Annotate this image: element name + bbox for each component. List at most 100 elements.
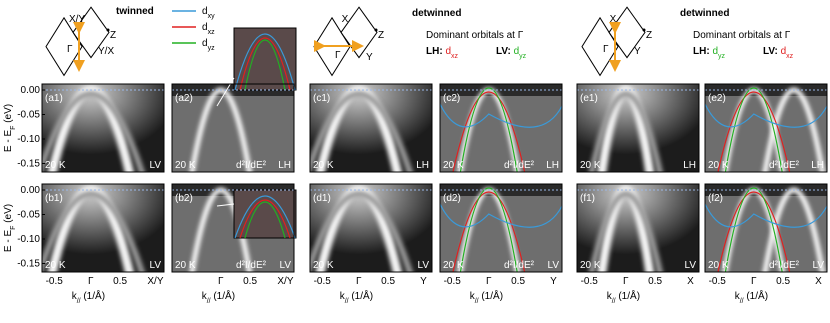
dominant-item: LH: dyz [693,46,726,60]
panel-id: (c1) [313,93,330,104]
x-tick-label: Γ [623,276,629,287]
x-tick-label: 0.5 [648,276,662,287]
panel-frame [704,183,828,273]
panel: (b1) 20 K LV 0.00 -0.05 -0.10 -0.15E - EF (eV)… [3,183,165,305]
panel-id: (d2) [443,193,461,204]
band [42,91,145,172]
band [588,191,663,272]
bz-label: Γ [67,44,73,55]
panel: (b2) 20 K d²I/dE² LV Γ 0.5 X/Y k// (1/Å) [171,183,297,305]
bz-label: Y [366,52,373,63]
x-tick-label: -0.5 [46,276,64,287]
x-tick-label: -0.5 [709,276,727,287]
panel-id: (f2) [708,193,723,204]
panel-id: (a1) [45,93,63,104]
orbital-curve [452,191,526,272]
x-axis-label: k// (1/Å) [607,289,640,305]
x-tick-label: X/Y [147,276,163,287]
panel-pol: LV [280,260,292,271]
x-tick-label: Γ [751,276,757,287]
orbital-curve [459,87,518,172]
panel: (f2) 20 K d²I/dE² LV -0.5 Γ 0.5 Xk// (1/Å) [704,183,828,305]
orbital-curve [440,103,562,128]
legend-base: d [202,6,208,17]
panel-frame [576,83,700,173]
y-axis-label-rest: (eV) [3,104,14,126]
panel: (d1) 20 K LV -0.5 Γ 0.5 Yk// (1/Å) [309,183,433,305]
zoom-arrow [216,77,235,107]
x-tick-label: 0.5 [381,276,395,287]
panel: (e2) 20 K d²I/dE² LH [704,83,828,173]
x-axis-label-rest: (1/Å) [616,289,640,302]
legend-sub: xz [208,29,216,36]
x-tick-label: Γ [356,276,362,287]
y-tick-label: -0.10 [17,134,40,145]
panel-frame [439,183,563,273]
zoom-inset [233,27,297,91]
x-axis-label-rest: (1/Å) [349,289,373,302]
panel-pol: LV [150,160,162,171]
x-axis-label-sub: // [77,298,81,305]
inset-title: detwinned [680,8,729,19]
orbital-curve [239,199,291,239]
panel-temp: 20 K [708,160,729,171]
x-axis-label-sub: // [345,298,349,305]
panel-pol: LV [813,260,825,271]
y-axis-label-base: E - E [3,230,14,253]
x-axis-label-base: k [202,291,208,302]
orbital-curve [705,203,827,228]
x-axis-label-sub: // [475,298,479,305]
x-tick-label: 0.5 [511,276,525,287]
zoom-inset [233,189,297,239]
band [310,191,413,272]
panel-temp: 20 K [175,160,196,171]
panel-pol: LH [278,160,291,171]
panel-id: (a2) [175,93,193,104]
x-axis-label-rest: (1/Å) [744,289,768,302]
orbital-curve [459,187,518,272]
pol-label: LV: [763,46,778,57]
y-tick-label: -0.15 [17,259,40,270]
x-axis-label: k// (1/Å) [340,289,373,305]
orbital-sub: xz [786,53,794,60]
bz-label: Y [634,46,641,57]
panel-extra: d²I/dE² [504,160,535,171]
x-axis-label-rest: (1/Å) [211,289,235,302]
panel: (c2) 20 K d²I/dE² LH [439,83,563,173]
panel-extra: d²I/dE² [236,160,267,171]
panel-temp: 20 K [45,160,66,171]
panel-image [577,84,699,172]
x-axis-label-base: k [72,291,78,302]
orbital-base: d [445,46,451,57]
panel-id: (e2) [708,93,726,104]
pol-label: LH: [693,46,710,57]
bz-label: Z [378,30,384,41]
legend-label: dyz [202,38,215,52]
x-axis-label-sub: // [207,298,211,305]
bz-label: Γ [335,50,341,61]
inset-title: twinned [116,6,154,17]
panel: (a2) 20 K d²I/dE² LH [171,27,297,173]
panel-pol: LV [418,260,430,271]
legend-label: dxz [202,22,215,36]
panel: (e1) 20 K LH [576,83,700,173]
y-axis-label: E - EF (eV) [3,204,17,252]
x-tick-label: -0.5 [581,276,599,287]
y-tick-label: 0.00 [21,185,41,196]
inset-title: detwinned [412,8,461,19]
orbital-curve [234,33,296,91]
panel-temp: 20 K [175,260,196,271]
panel-image [42,84,164,172]
x-axis-label: k// (1/Å) [470,289,503,305]
x-tick-label: Y [550,276,557,287]
x-tick-label: 0.5 [113,276,127,287]
panel-image [705,184,827,272]
x-axis-label-base: k [607,291,613,302]
panel-extra: d²I/dE² [769,260,800,271]
bz-label: X/Y [69,14,85,25]
y-tick-label: -0.05 [17,110,40,121]
bz-label: X [610,14,617,25]
orbital-sub: xz [451,53,459,60]
legend-base: d [202,22,208,33]
x-tick-label: Γ [88,276,94,287]
